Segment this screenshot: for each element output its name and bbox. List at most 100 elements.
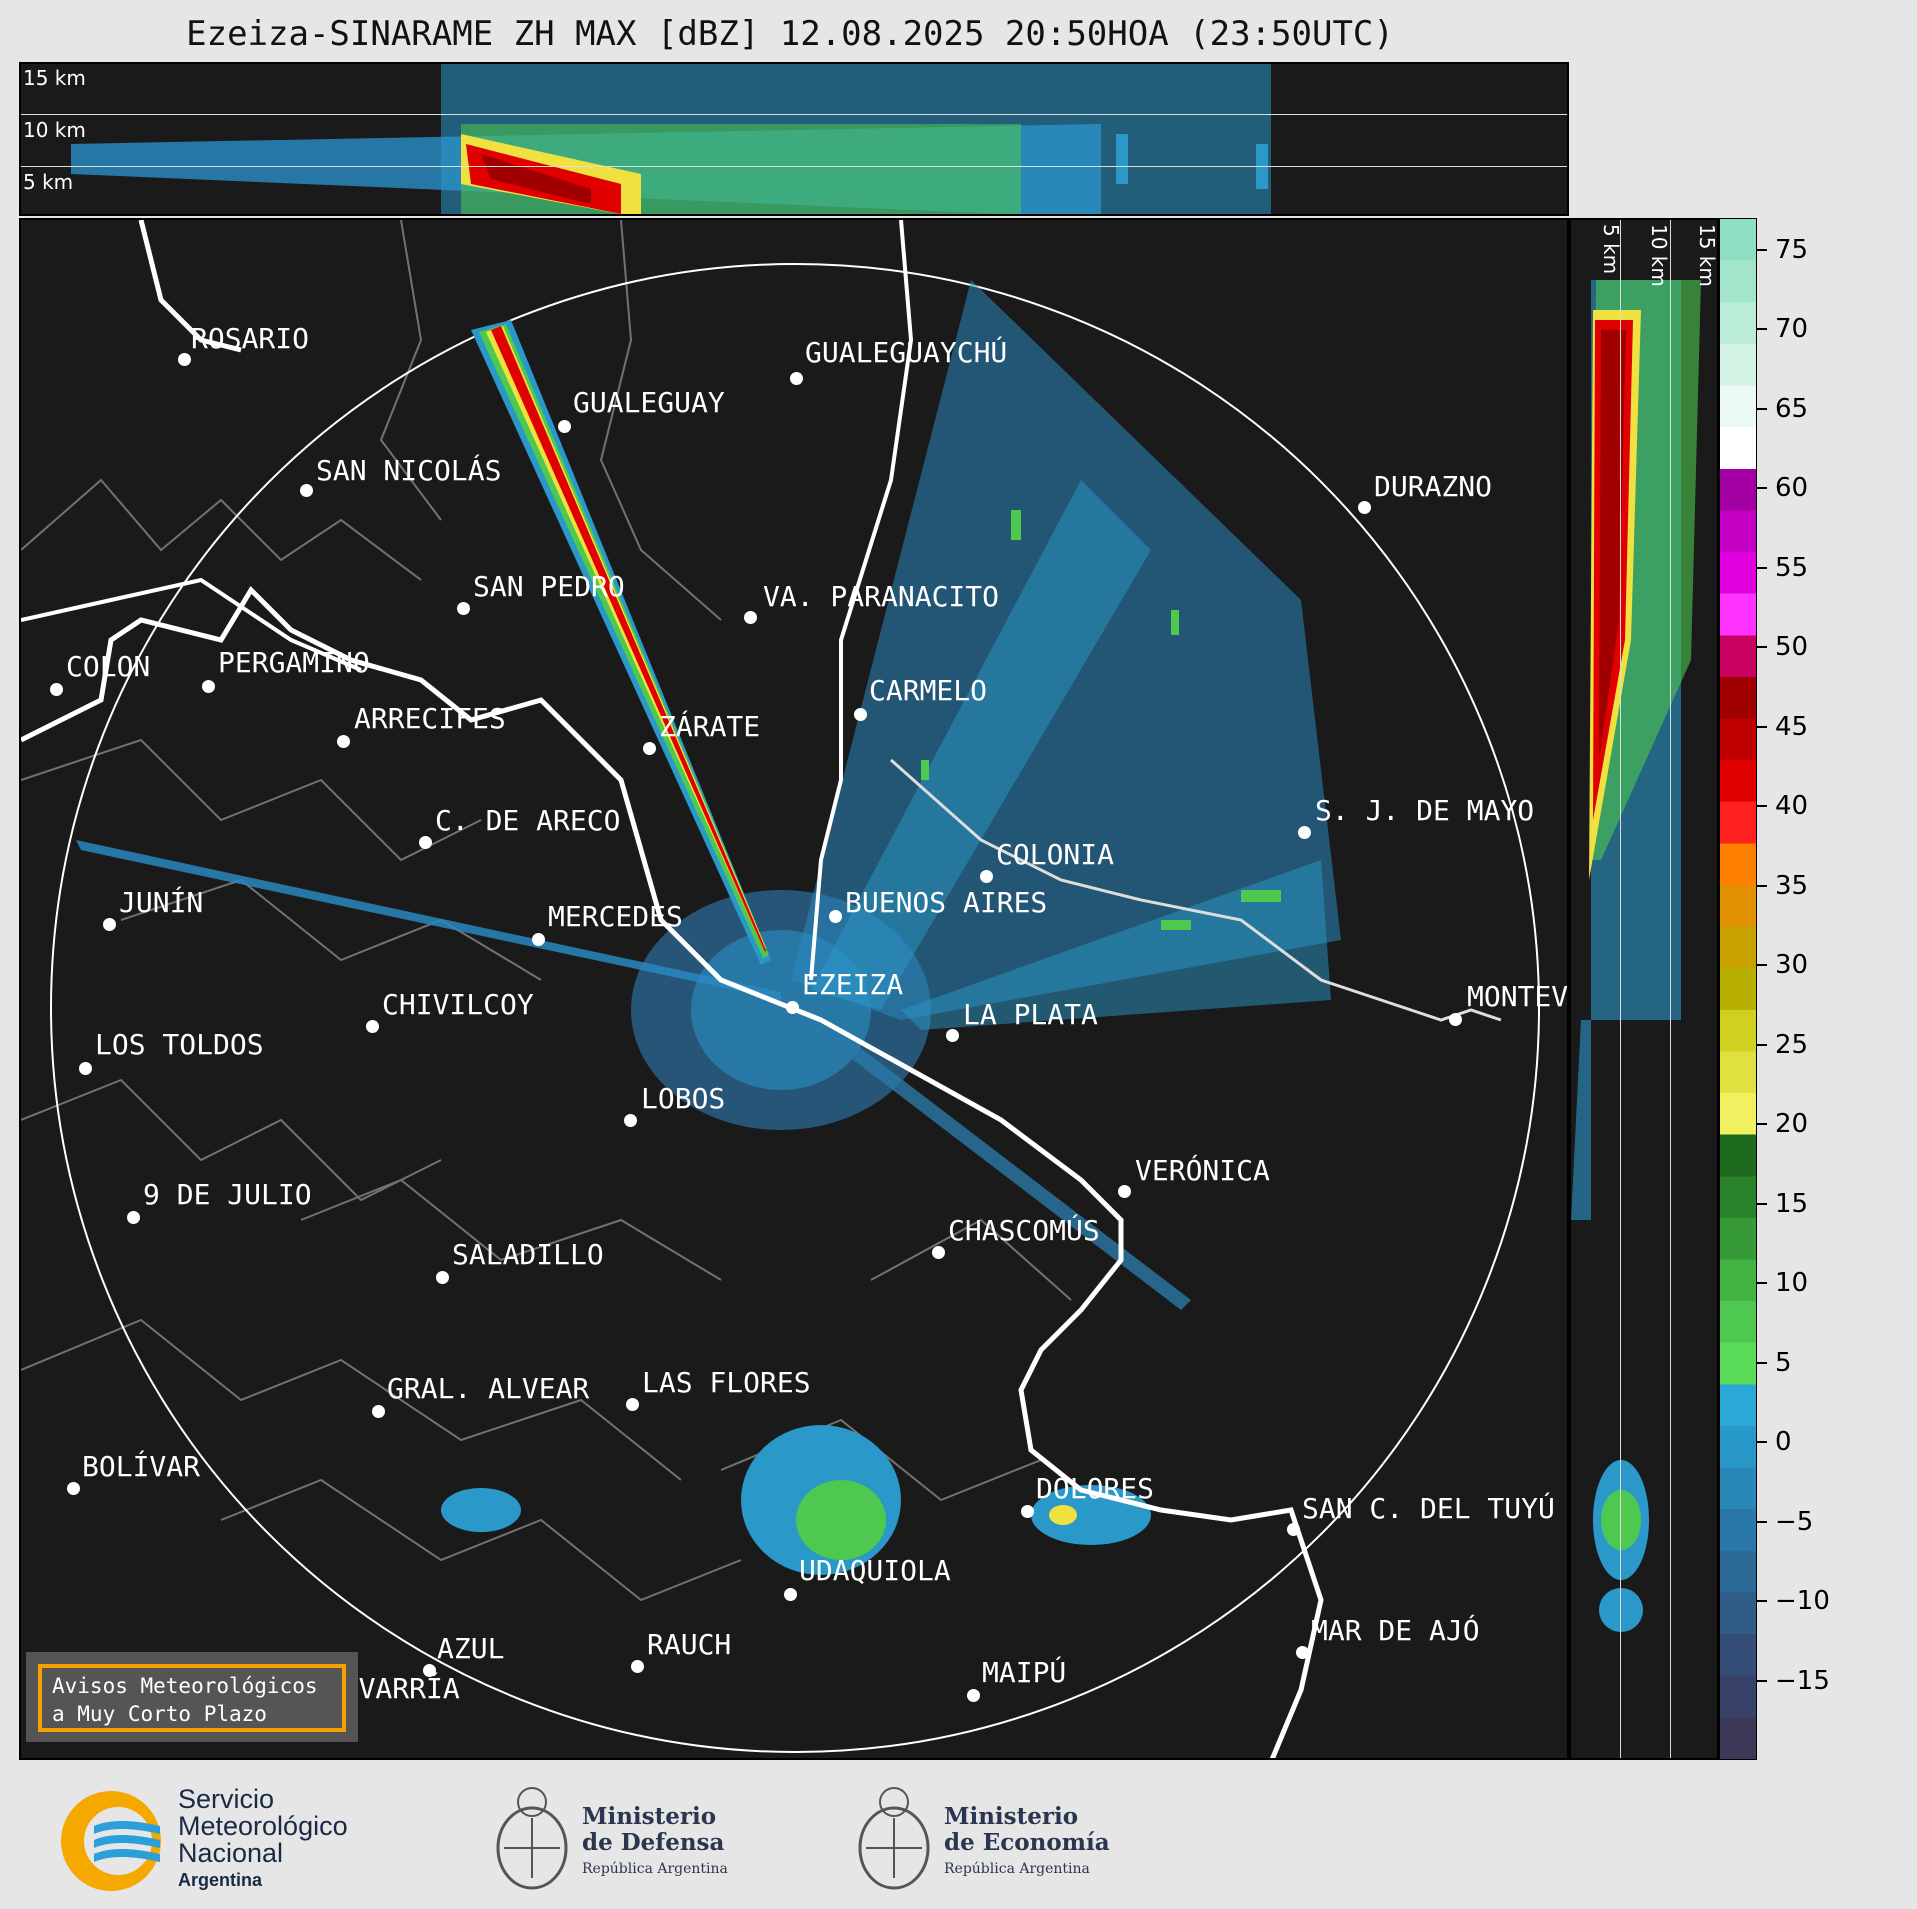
city-dot-carmelo [854,708,867,721]
colorbar-tick-label: 25 [1775,1029,1809,1060]
city-label-buenos-aires: BUENOS AIRES [845,886,1048,919]
warning-frame: Avisos Meteorológicos a Muy Corto Plazo [38,1664,346,1732]
city-dot-udaquiola [784,1588,797,1601]
city-dot-areco [419,836,432,849]
city-dot-junin [103,918,116,931]
smn-line1: Servicio [178,1784,275,1814]
city-label-san-nicolas: SAN NICOLÁS [316,454,502,487]
city-label-las-flores: LAS FLORES [642,1366,811,1399]
label-5km: 5 km [23,170,74,194]
colorbar-tick [1757,1520,1767,1523]
city-dot-ezeiza [786,1001,799,1014]
city-dot-los-toldos [79,1062,92,1075]
city-dot-maipu [967,1689,980,1702]
warning-box[interactable]: Avisos Meteorológicos a Muy Corto Plazo [26,1652,358,1742]
colorbar-tick-label: 50 [1775,632,1809,663]
colorbar-tick-label: −5 [1775,1506,1814,1537]
city-dot-durazno [1358,501,1371,514]
city-dot-rauch [631,1660,644,1673]
defensa-seal-icon [496,1787,568,1890]
city-label-carmelo: CARMELO [869,674,988,707]
side-label-15km: 15 km [1695,224,1719,287]
colorbar-tick [1757,328,1767,331]
colorbar-tick-label: 35 [1775,870,1809,901]
colorbar-tick [1757,487,1767,490]
radar-echoes [21,220,1540,1758]
city-dot-dolores [1021,1505,1034,1518]
side-label-10km: 10 km [1647,224,1671,287]
city-label-gualeguaychu: GUALEGUAYCHÚ [805,336,1008,369]
city-dot-colon [50,683,63,696]
city-dot-lobos [624,1114,637,1127]
city-label-rosario: ROSARIO [191,322,310,355]
city-label-durazno: DURAZNO [1374,470,1493,503]
city-label-los-toldos: LOS TOLDOS [95,1028,264,1061]
city-label-gral-alvear: GRAL. ALVEAR [387,1372,590,1405]
colorbar-tick [1757,725,1767,728]
city-dot-san-nicolas [300,484,313,497]
city-dot-mercedes [532,933,545,946]
city-dot-rosario [178,353,191,366]
line-10km [21,166,1567,167]
city-dot-buenos-aires [829,910,842,923]
colorbar-tick-label: −10 [1775,1586,1830,1617]
label-10km: 10 km [23,118,86,142]
colorbar-tick-label: 30 [1775,950,1809,981]
city-dot-saladillo [436,1271,449,1284]
city-dot-colonia [980,870,993,883]
side-height-panel: 5 km 10 km 15 km [1569,218,1719,1760]
city-dot-pergamino [202,680,215,693]
city-dot-las-flores [626,1398,639,1411]
city-dot-azul [423,1664,436,1677]
city-dot-la-plata [946,1029,959,1042]
colorbar-tick [1757,1441,1767,1444]
smn-line2: Meteorológico [178,1811,348,1841]
colorbar-tick [1757,1282,1767,1285]
city-dot-chascomus [932,1246,945,1259]
city-label-sj-mayo: S. J. DE MAYO [1315,794,1535,827]
city-label-zarate: ZÁRATE [659,710,761,743]
city-label-gualeguay: GUALEGUAY [573,386,725,419]
colorbar-tick [1757,1202,1767,1205]
radar-map[interactable]: ROSARIO GUALEGUAYCHÚ GUALEGUAY SAN NICOL… [19,218,1569,1760]
city-label-azul: AZUL [437,1632,505,1665]
city-dot-veronica [1118,1185,1131,1198]
colorbar-tick [1757,884,1767,887]
city-label-colon: COLON [66,650,151,683]
city-label-saladillo: SALADILLO [452,1238,604,1271]
colorbar-tick-label: 20 [1775,1109,1809,1140]
defensa-line2: de Defensa [582,1829,725,1856]
colorbar-tick [1757,1600,1767,1603]
city-label-areco: C. DE ARECO [435,804,621,837]
smn-line3: Nacional [178,1838,284,1868]
city-dot-zarate [643,742,656,755]
city-label-junin: JUNÍN [119,886,204,919]
city-label-veronica: VERÓNICA [1135,1154,1270,1187]
city-dot-gualeguay [558,420,571,433]
city-label-maipu: MAIPÚ [982,1656,1067,1689]
colorbar-tick [1757,407,1767,410]
city-dot-san-c-tuyu [1287,1523,1300,1536]
side-label-5km: 5 km [1599,224,1623,275]
top-echo-profile [71,64,1271,214]
colorbar-tick-label: 45 [1775,711,1809,742]
city-label-san-c-tuyu: SAN C. DEL TUYÚ [1302,1492,1555,1525]
colorbar-tick-label: 5 [1775,1347,1792,1378]
city-label-lobos: LOBOS [641,1082,726,1115]
label-15km: 15 km [23,66,86,90]
city-label-chascomus: CHASCOMÚS [948,1214,1100,1247]
city-label-ezeiza: EZEIZA [802,968,904,1001]
city-label-bolivar: BOLÍVAR [82,1450,201,1483]
city-label-chivilcoy: CHIVILCOY [382,988,534,1021]
economia-line2: de Economía [944,1829,1110,1856]
side-echo-profile [1571,280,1701,1632]
city-label-la-plata: LA PLATA [963,998,1098,1031]
city-dot-sj-mayo [1298,826,1311,839]
city-label-colonia: COLONIA [996,838,1115,871]
top-height-panel: 15 km 10 km 5 km [19,62,1569,216]
colorbar-tick [1757,964,1767,967]
colorbar [1719,218,1757,1760]
footer-logos: Servicio Meteorológico Nacional Argentin… [0,1760,1917,1909]
smn-logo-icon [61,1791,161,1891]
city-dot-paranacito [744,611,757,624]
